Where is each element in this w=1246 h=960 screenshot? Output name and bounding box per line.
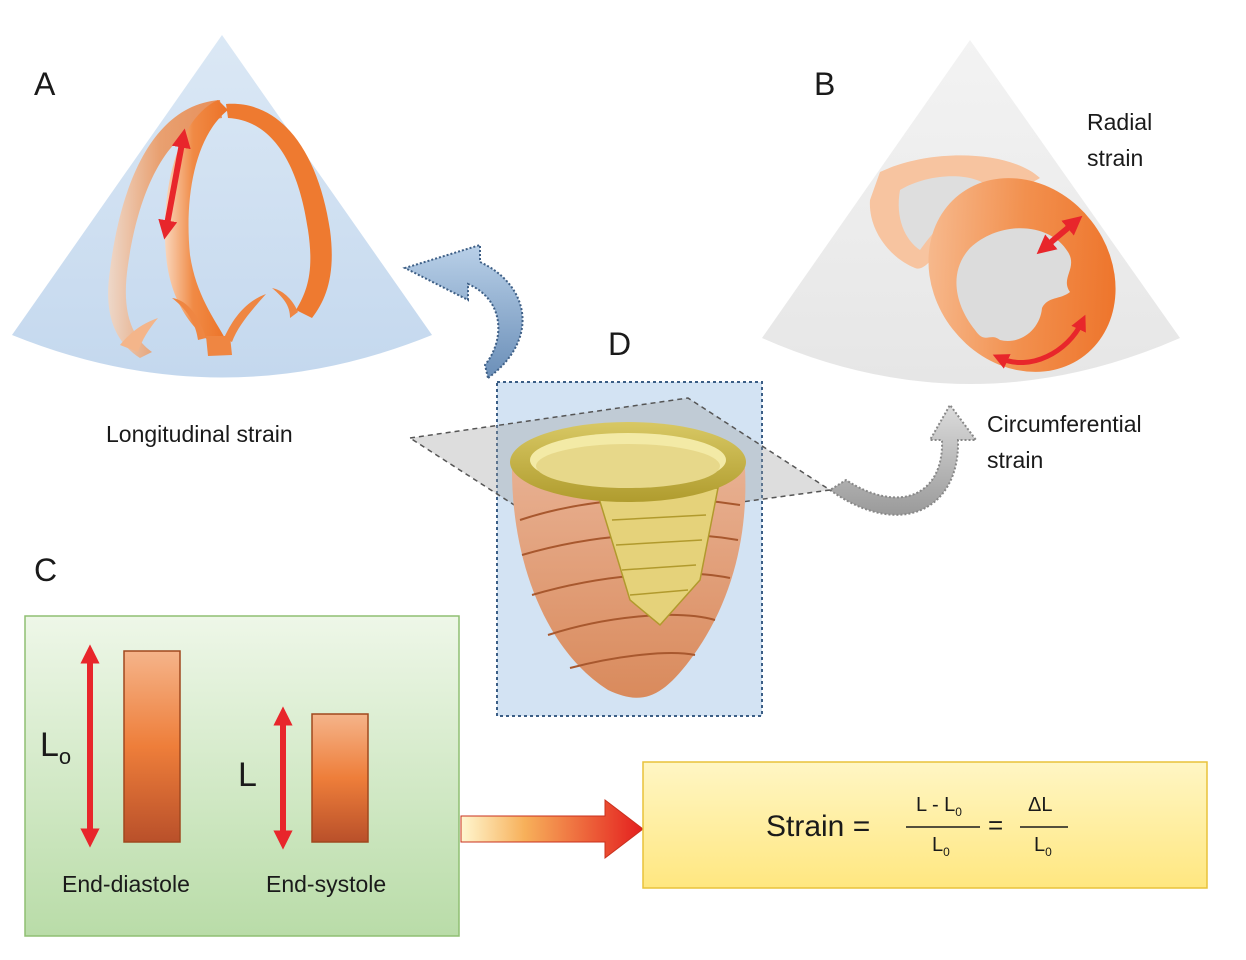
formula-numerator-1-text: L - L — [916, 794, 956, 816]
caption-radial-line-2: strain — [1087, 145, 1144, 171]
formula-denominator-2: L0 — [1034, 834, 1052, 859]
formula-numerator-1: L - L0 — [916, 794, 962, 819]
radial-arrow — [1036, 215, 1083, 255]
heart-icon — [510, 422, 746, 698]
label-initial-length: Lo — [40, 726, 71, 769]
caption-circumferential-line-2: strain — [987, 447, 1044, 473]
formula-denominator-1: L0 — [932, 834, 950, 859]
longitudinal-arrow — [158, 128, 191, 240]
formula-denominator-1-sub: 0 — [943, 845, 950, 859]
formula-lhs: Strain = — [766, 810, 871, 843]
end-systole-bar — [311, 713, 369, 843]
panel-letter-c: C — [34, 552, 58, 588]
label-initial-length-sub: o — [58, 744, 72, 769]
panel-d — [407, 381, 833, 717]
end-diastole-bar — [123, 650, 181, 843]
label-end-systole: End-systole — [266, 871, 387, 897]
formula-denominator-1-text: L — [932, 834, 944, 856]
label-final-length: L — [238, 756, 257, 794]
formula-panel — [460, 761, 1208, 889]
panel-letter-d: D — [608, 326, 632, 362]
panel-letter-a: A — [34, 66, 56, 102]
yellow-box — [642, 761, 1208, 889]
big-arrow — [460, 798, 644, 860]
formula-equals: = — [988, 810, 1004, 840]
panel-c — [24, 615, 460, 937]
circumferential-arrow — [992, 314, 1086, 369]
caption-radial-line-1: Radial — [1087, 109, 1153, 135]
caption-longitudinal: Longitudinal strain — [106, 421, 293, 447]
ultrasound-fan-a — [12, 35, 432, 378]
panel-a — [12, 35, 432, 378]
formula-numerator-1-sub: 0 — [955, 805, 962, 819]
label-initial-length-letter: L — [40, 726, 59, 764]
panel-letter-b: B — [814, 66, 836, 102]
formula-numerator-2: ΔL — [1028, 794, 1053, 816]
caption-circumferential-line-1: Circumferential — [987, 411, 1142, 437]
blue-curved-arrow — [402, 243, 524, 380]
label-end-diastole: End-diastole — [62, 871, 190, 897]
panel-b — [762, 40, 1180, 384]
grey-curved-arrow — [828, 403, 978, 516]
formula-denominator-2-sub: 0 — [1045, 845, 1052, 859]
formula-denominator-2-text: L — [1034, 834, 1046, 856]
